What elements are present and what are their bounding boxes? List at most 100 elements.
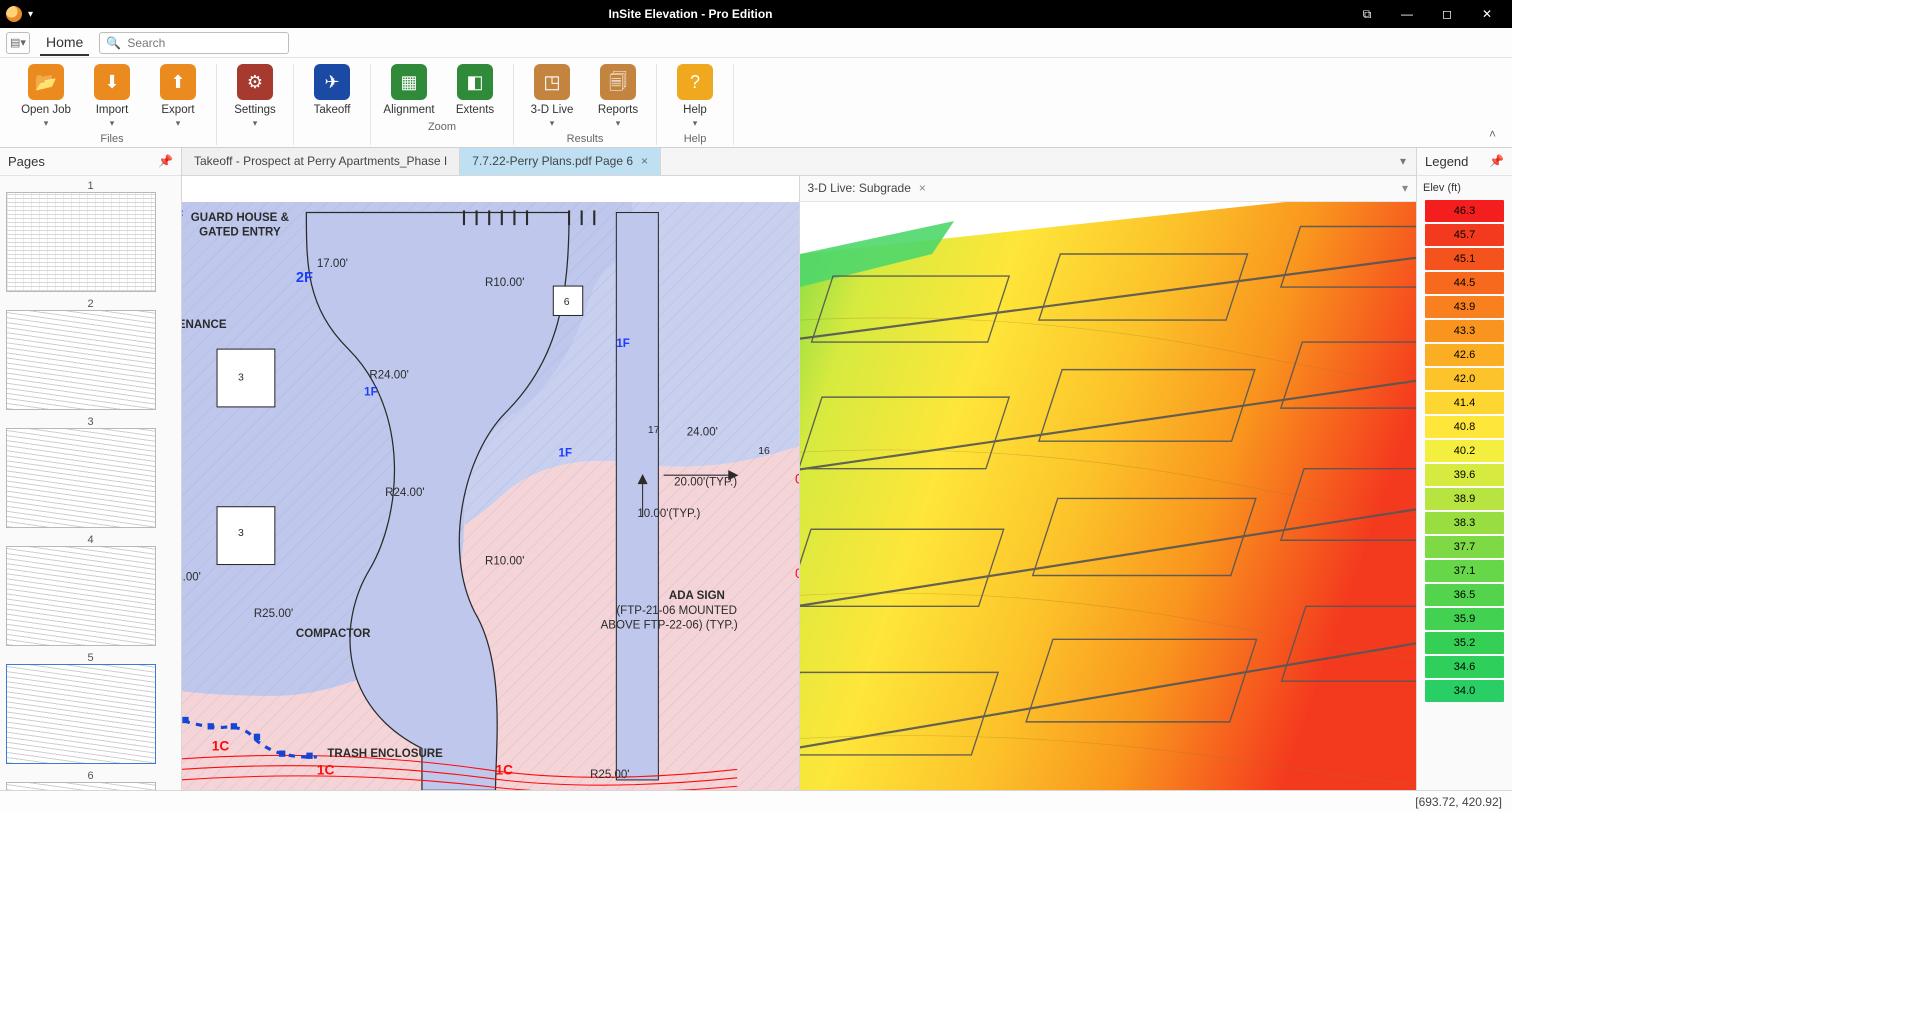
alignment-icon: ▦: [391, 64, 427, 100]
plan-canvas[interactable]: 1F GUARD HOUSE & GATED ENTRY 0' 2F 17.00…: [182, 202, 799, 790]
folder-open-icon: 📂: [28, 64, 64, 100]
tool-open-job[interactable]: 📂 Open Job ▾: [18, 64, 74, 129]
document-tabs: Takeoff - Prospect at Perry Apartments_P…: [182, 148, 1416, 176]
ribbon-group-files: 📂 Open Job ▾ ⬇︎ Import ▾ ⬆︎ Export ▾ Fil…: [8, 64, 217, 145]
legend-panel: Legend 📌 Elev (ft) 46.345.745.144.543.94…: [1416, 148, 1512, 790]
document-area: Takeoff - Prospect at Perry Apartments_P…: [182, 148, 1416, 790]
tool-export[interactable]: ⬆︎ Export ▾: [150, 64, 206, 129]
live-canvas[interactable]: [800, 202, 1417, 790]
window-minimize-icon[interactable]: —: [1388, 2, 1426, 26]
tool-help[interactable]: ? Help ▾: [667, 64, 723, 129]
legend-swatch: 37.1: [1425, 560, 1504, 582]
tool-label: Import: [96, 104, 129, 117]
ribbon-group-zoom: ▦ Alignment ◧ Extents Zoom: [371, 64, 514, 145]
chevron-down-icon: ▾: [693, 118, 698, 128]
svg-text:1F: 1F: [182, 209, 183, 221]
svg-text:3: 3: [238, 371, 244, 383]
ribbon-menu-icon[interactable]: ▤▾: [6, 32, 30, 54]
legend-swatch: 42.0: [1425, 368, 1504, 390]
tool-reports[interactable]: 🗐 Reports ▾: [590, 64, 646, 129]
legend-swatch: 40.2: [1425, 440, 1504, 462]
page-preview: [6, 310, 156, 410]
page-number: 5: [6, 652, 175, 664]
page-thumb[interactable]: 2: [6, 298, 175, 410]
plan-view[interactable]: 1F GUARD HOUSE & GATED ENTRY 0' 2F 17.00…: [182, 176, 800, 790]
page-thumb[interactable]: 4: [6, 534, 175, 646]
window-maximize-icon[interactable]: ◻: [1428, 2, 1466, 26]
chevron-down-icon: ▾: [44, 118, 49, 128]
import-icon: ⬇︎: [94, 64, 130, 100]
legend-axis-label: Elev (ft): [1423, 182, 1506, 194]
svg-text:17: 17: [648, 424, 660, 436]
svg-text:3: 3: [238, 527, 244, 539]
ribbon-group-results: ◳ 3-D Live ▾ 🗐 Reports ▾ Results: [514, 64, 657, 145]
ribbon-group-takeoff: ✈︎ Takeoff: [294, 64, 371, 145]
legend-body: Elev (ft) 46.345.745.144.543.943.342.642…: [1417, 176, 1512, 790]
doc-tab-takeoff[interactable]: Takeoff - Prospect at Perry Apartments_P…: [182, 148, 460, 175]
svg-text:ABOVE FTP-22-06) (TYP.): ABOVE FTP-22-06) (TYP.): [601, 619, 738, 631]
ribbon-collapse-icon[interactable]: ˄: [1481, 123, 1504, 145]
close-icon[interactable]: ×: [919, 181, 926, 195]
page-number: 4: [6, 534, 175, 546]
extents-icon: ◧: [457, 64, 493, 100]
page-preview: [6, 546, 156, 646]
tool-alignment[interactable]: ▦ Alignment: [381, 64, 437, 117]
legend-swatch: 36.5: [1425, 584, 1504, 606]
svg-text:10.00'(TYP.): 10.00'(TYP.): [637, 508, 700, 520]
tool-extents[interactable]: ◧ Extents: [447, 64, 503, 117]
page-thumb[interactable]: 1: [6, 180, 175, 292]
tool-3d-live[interactable]: ◳ 3-D Live ▾: [524, 64, 580, 129]
pin-icon[interactable]: 📌: [1489, 154, 1504, 168]
window-close-icon[interactable]: ✕: [1468, 2, 1506, 26]
live-view-header: 3-D Live: Subgrade × ▾: [800, 176, 1417, 202]
gear-icon: ⚙︎: [237, 64, 273, 100]
tab-label: 7.7.22-Perry Plans.pdf Page 6: [472, 154, 633, 168]
legend-swatch: 39.6: [1425, 464, 1504, 486]
search-input[interactable]: 🔍 Search: [99, 32, 289, 54]
page-thumb[interactable]: 6: [6, 770, 175, 790]
window-expand-icon[interactable]: ⧉: [1348, 2, 1386, 26]
search-icon: 🔍: [106, 36, 121, 50]
pages-title: Pages: [8, 154, 45, 169]
legend-swatch: 41.4: [1425, 392, 1504, 414]
svg-text:1C: 1C: [212, 738, 230, 753]
window-title: InSite Elevation - Pro Edition: [33, 7, 1348, 21]
tool-import[interactable]: ⬇︎ Import ▾: [84, 64, 140, 129]
pages-list[interactable]: 123 4 5 6: [0, 176, 181, 790]
tab-overflow-dropdown[interactable]: ▾: [1390, 148, 1416, 175]
legend-swatch: 43.3: [1425, 320, 1504, 342]
takeoff-icon: ✈︎: [314, 64, 350, 100]
legend-title: Legend: [1425, 154, 1468, 169]
legend-swatch: 34.0: [1425, 680, 1504, 702]
tool-label: Alignment: [383, 104, 434, 117]
svg-text:17.00': 17.00': [317, 258, 348, 270]
svg-text:0: 0: [795, 471, 799, 486]
tool-label: Help: [683, 104, 707, 117]
legend-swatch: 40.8: [1425, 416, 1504, 438]
legend-swatch: 35.9: [1425, 608, 1504, 630]
svg-text:1F: 1F: [616, 338, 629, 350]
chevron-down-icon: ▾: [176, 118, 181, 128]
pages-panel-header: Pages 📌: [0, 148, 181, 176]
tool-label: Export: [161, 104, 194, 117]
live-3d-view[interactable]: 3-D Live: Subgrade × ▾: [800, 176, 1417, 790]
tool-takeoff[interactable]: ✈︎ Takeoff: [304, 64, 360, 117]
ribbon-tab-home[interactable]: Home: [40, 30, 89, 56]
group-caption: Help: [684, 133, 707, 145]
help-icon: ?: [677, 64, 713, 100]
doc-tab-plans[interactable]: 7.7.22-Perry Plans.pdf Page 6 ×: [460, 148, 661, 175]
app-icon: [6, 6, 22, 22]
svg-text:GATED ENTRY: GATED ENTRY: [199, 226, 281, 238]
svg-text:6: 6: [564, 296, 570, 308]
pin-icon[interactable]: 📌: [158, 154, 173, 168]
page-thumb[interactable]: 5: [6, 652, 175, 764]
chevron-down-icon[interactable]: ▾: [1402, 181, 1408, 195]
svg-text:COMPACTOR: COMPACTOR: [296, 628, 371, 640]
ribbon-group-help: ? Help ▾ Help: [657, 64, 734, 145]
svg-text:TRASH ENCLOSURE: TRASH ENCLOSURE: [327, 747, 443, 759]
close-icon[interactable]: ×: [641, 154, 648, 168]
legend-swatch: 38.3: [1425, 512, 1504, 534]
page-thumb[interactable]: 3: [6, 416, 175, 528]
tool-settings[interactable]: ⚙︎ Settings ▾: [227, 64, 283, 129]
svg-text:R24.00': R24.00': [369, 369, 408, 381]
